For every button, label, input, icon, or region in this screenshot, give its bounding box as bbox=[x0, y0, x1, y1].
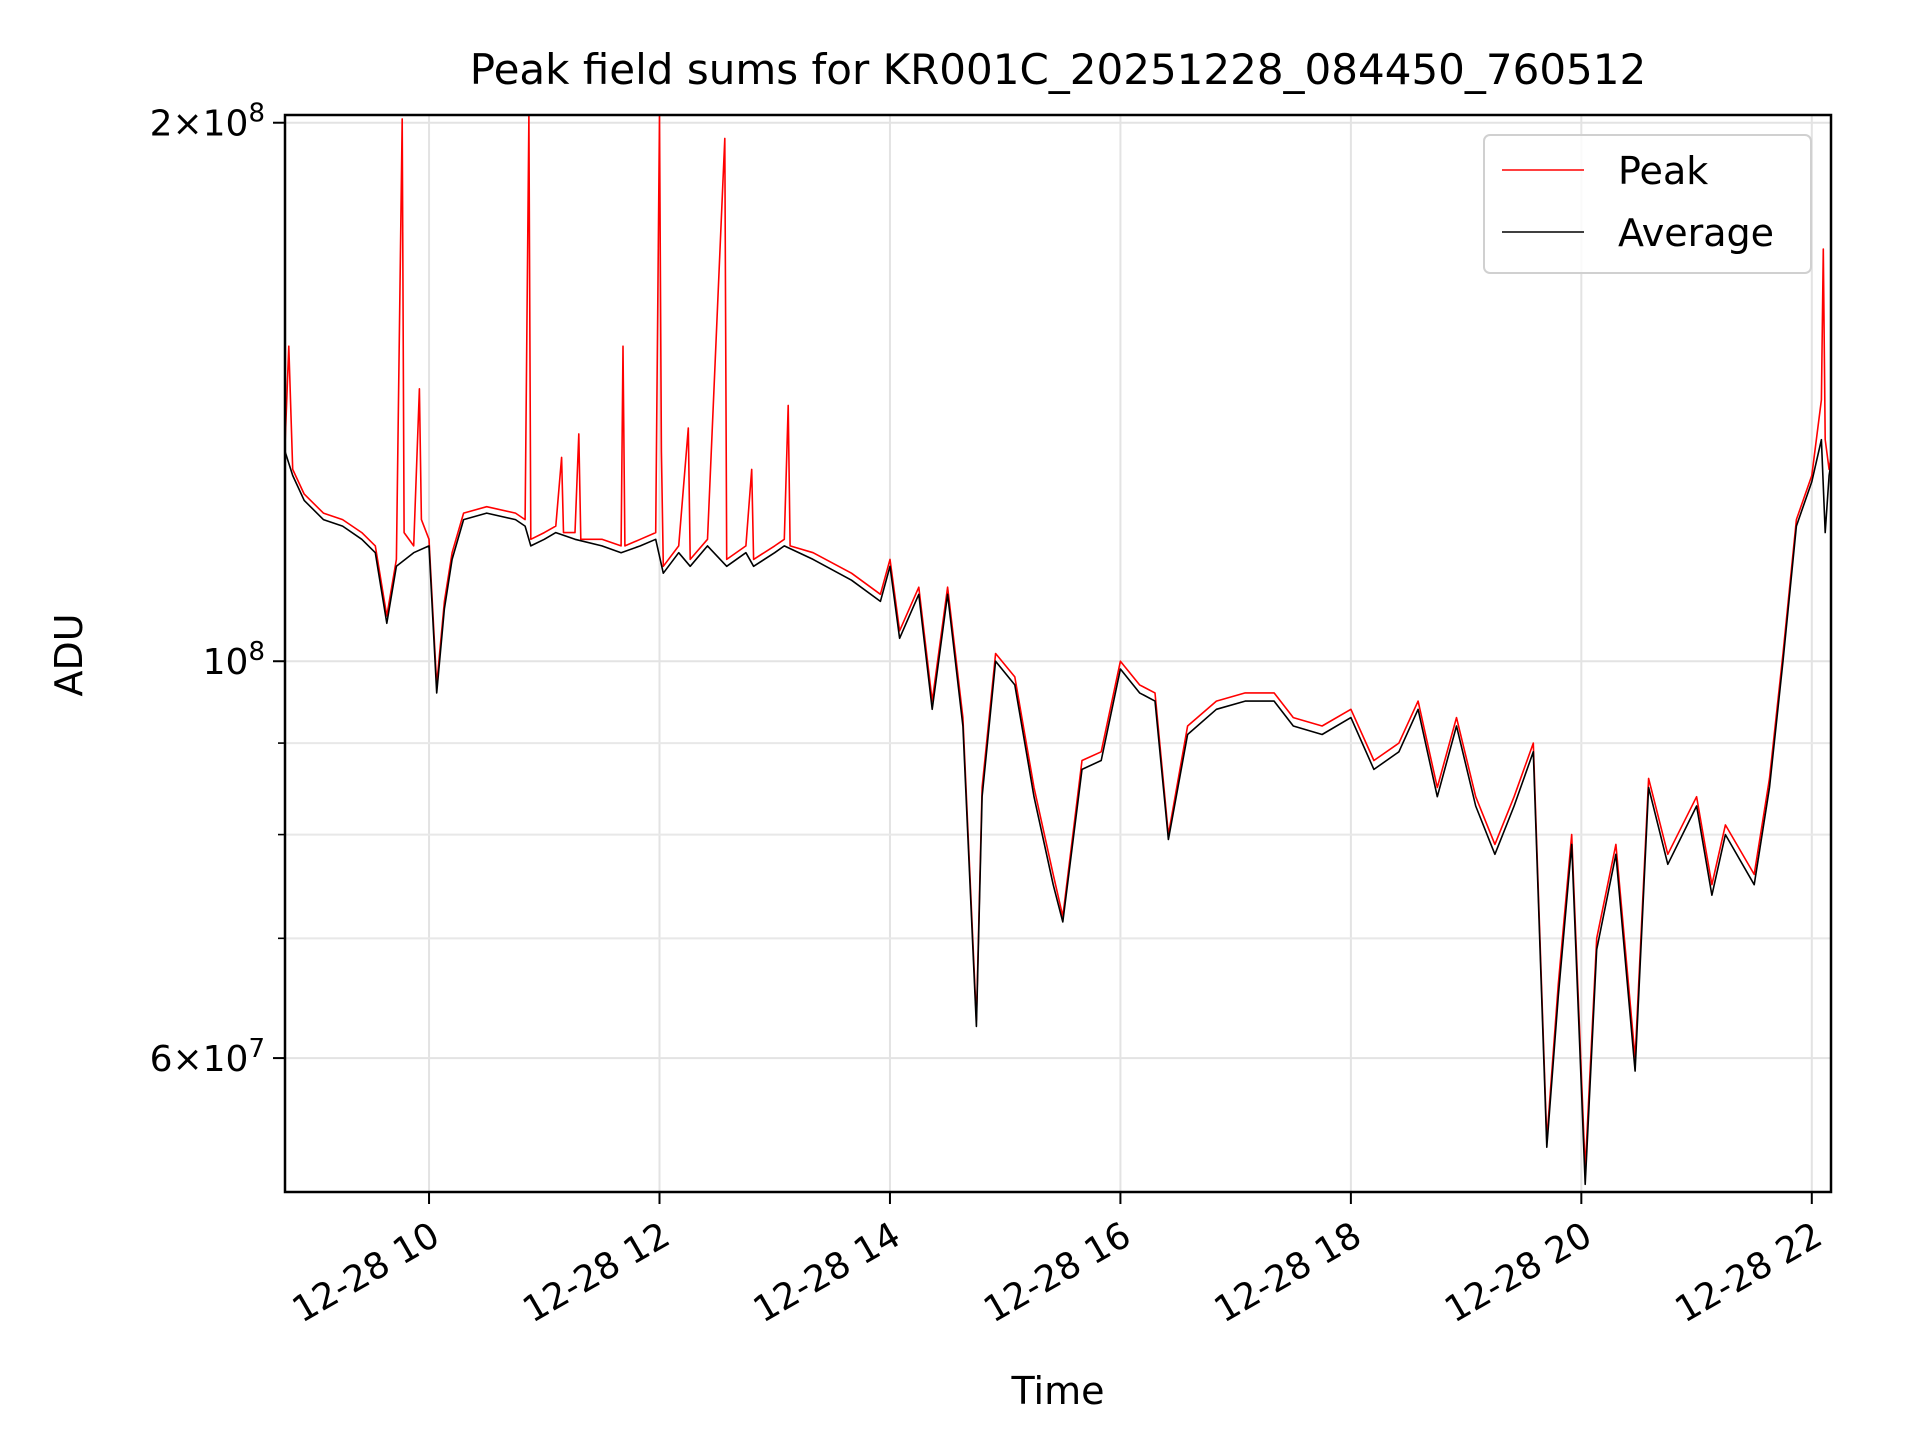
grid-layer bbox=[285, 115, 1831, 1192]
y-axis: 2×108 108 6×107 bbox=[150, 99, 285, 1080]
legend-average-label: Average bbox=[1618, 211, 1774, 255]
series-line-average bbox=[285, 438, 1831, 1186]
legend-peak-label: Peak bbox=[1618, 149, 1708, 193]
y-tick-label: 108 bbox=[203, 637, 265, 683]
y-tick-label: 2×108 bbox=[150, 99, 265, 145]
y-axis-label: ADU bbox=[47, 613, 91, 696]
y-tick-label: 6×107 bbox=[150, 1034, 265, 1080]
series-layer bbox=[285, 115, 1831, 1186]
legend: Peak Average bbox=[1483, 134, 1812, 274]
chart-title: Peak field sums for KR001C_20251228_0844… bbox=[470, 45, 1646, 94]
plot-frame bbox=[283, 113, 1833, 1194]
x-axis-label: Time bbox=[1011, 1369, 1105, 1413]
